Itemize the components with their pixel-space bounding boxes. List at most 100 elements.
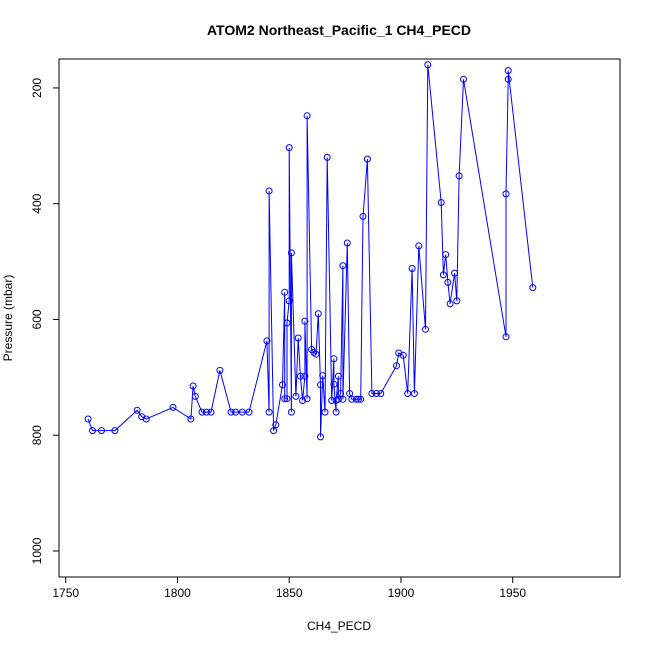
data-point — [410, 390, 418, 397]
data-point — [439, 271, 447, 279]
data-point — [301, 372, 309, 380]
data-point — [312, 350, 320, 358]
x-tick-label: 1900 — [388, 586, 415, 600]
data-point — [111, 427, 119, 435]
series-line — [87, 64, 534, 437]
data-point — [285, 297, 293, 305]
data-point — [272, 421, 280, 429]
data-point — [285, 144, 293, 152]
data-point — [422, 325, 429, 333]
data-point — [283, 319, 291, 327]
plot-area — [84, 61, 537, 441]
data-point — [270, 427, 278, 435]
x-axis-label: CH4_PECD — [307, 619, 371, 633]
chart-title: ATOM2 Northeast_Pacific_1 CH4_PECD — [207, 22, 471, 38]
y-axis-label: Pressure (mbar) — [1, 275, 15, 362]
data-point — [442, 251, 450, 259]
data-point — [287, 249, 295, 257]
data-point — [317, 381, 324, 389]
data-point — [245, 408, 253, 416]
data-point — [460, 75, 467, 83]
x-tick-label: 1750 — [52, 586, 79, 600]
data-point — [323, 153, 331, 161]
y-tick-label: 200 — [30, 78, 44, 98]
data-point — [393, 362, 400, 370]
data-point — [187, 415, 195, 423]
data-point — [142, 415, 150, 423]
data-point — [504, 67, 512, 75]
data-point — [453, 297, 461, 305]
data-point — [348, 395, 356, 403]
data-point — [296, 372, 304, 380]
data-point — [415, 242, 423, 250]
x-tick-label: 1950 — [499, 586, 526, 600]
data-point — [504, 75, 512, 83]
data-point — [294, 334, 302, 342]
y-tick-label: 400 — [30, 193, 44, 213]
data-point — [352, 395, 360, 403]
data-point — [363, 155, 371, 163]
data-point — [279, 381, 286, 389]
data-point — [207, 408, 215, 416]
data-point — [303, 112, 311, 120]
data-point — [191, 392, 199, 400]
data-point — [343, 239, 351, 247]
data-point — [330, 355, 338, 363]
data-point — [319, 372, 327, 380]
data-point — [232, 408, 240, 416]
data-point — [317, 433, 324, 441]
data-point — [437, 199, 445, 206]
data-point — [332, 408, 340, 416]
y-tick-label: 600 — [30, 309, 44, 329]
data-point — [377, 390, 385, 397]
x-axis: 1750 1800 1850 1900 1950 — [52, 576, 526, 600]
data-point — [189, 382, 197, 390]
data-point — [283, 395, 291, 403]
data-point — [339, 262, 347, 270]
data-point — [299, 397, 307, 404]
data-point — [328, 397, 336, 404]
data-point — [357, 395, 365, 403]
data-point — [372, 390, 380, 397]
data-point — [337, 390, 345, 397]
data-point — [227, 408, 235, 416]
data-point — [339, 395, 347, 403]
data-point — [314, 310, 322, 318]
data-point — [216, 366, 224, 374]
data-point — [529, 284, 537, 292]
data-point — [203, 408, 210, 416]
data-point — [265, 187, 273, 195]
data-point — [281, 288, 289, 296]
y-axis: 200 400 600 800 1000 — [30, 78, 60, 564]
data-point — [502, 333, 510, 341]
data-point — [89, 427, 96, 435]
data-point — [303, 395, 311, 403]
data-point — [84, 415, 92, 423]
data-point — [292, 392, 300, 400]
data-point — [444, 278, 452, 286]
data-point — [455, 172, 463, 180]
data-point — [334, 372, 342, 380]
data-point — [346, 390, 354, 397]
data-point — [399, 351, 407, 359]
data-point — [330, 380, 338, 388]
data-point — [301, 317, 309, 325]
data-point — [359, 212, 367, 220]
data-point — [281, 395, 289, 403]
data-point — [263, 337, 271, 345]
data-point — [404, 390, 412, 397]
data-point — [334, 395, 342, 403]
data-point — [98, 427, 105, 435]
y-tick-label: 800 — [30, 425, 44, 445]
data-point — [169, 403, 177, 411]
x-tick-label: 1800 — [164, 586, 191, 600]
data-point — [265, 408, 273, 416]
data-point — [446, 300, 454, 308]
data-point — [321, 408, 329, 416]
data-point — [310, 348, 318, 356]
data-point — [287, 408, 295, 416]
data-point — [424, 61, 432, 69]
data-point — [133, 406, 141, 414]
